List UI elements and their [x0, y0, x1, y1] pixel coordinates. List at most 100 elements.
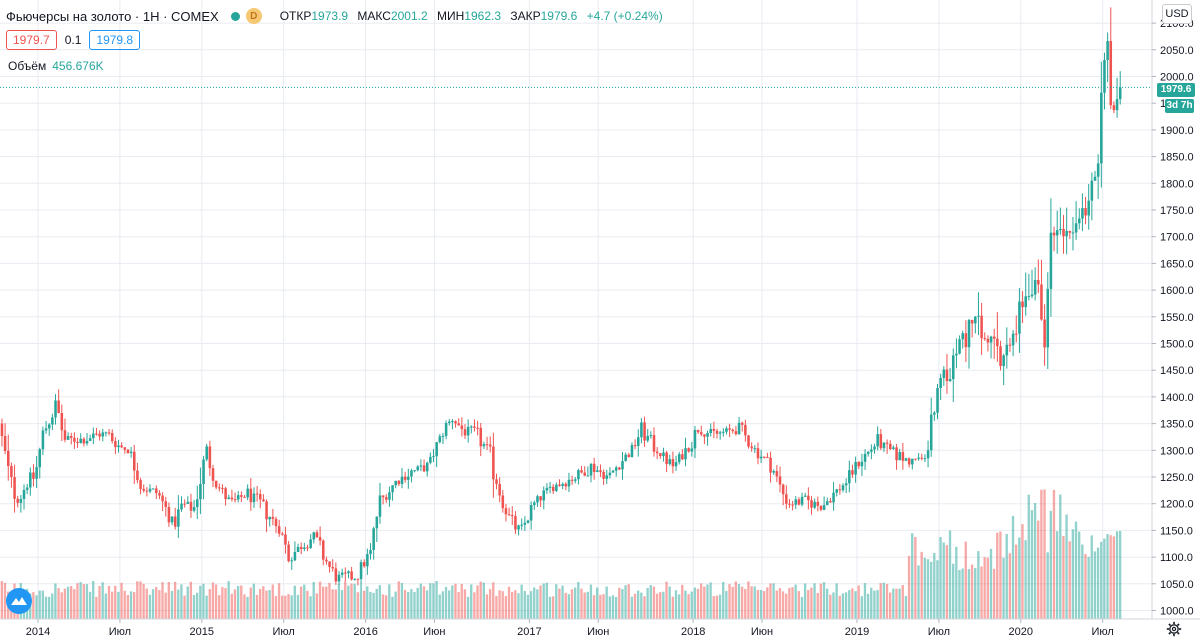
candle-body	[684, 448, 687, 460]
volume-bar	[139, 581, 142, 619]
candle-body	[901, 451, 905, 461]
volume-bar	[948, 530, 952, 619]
candle-body	[671, 459, 675, 467]
candle-body	[211, 468, 215, 481]
delayed-data-badge[interactable]: D	[245, 8, 262, 24]
candle-body	[488, 444, 492, 447]
sell-price-button[interactable]: 1979.7	[6, 30, 57, 50]
candle-body	[3, 436, 7, 451]
volume-bar	[142, 583, 145, 619]
volume-bar	[558, 588, 561, 619]
volume-bar	[674, 590, 678, 619]
volume-bar	[76, 583, 79, 619]
volume-bar	[898, 588, 901, 619]
candle-body	[167, 506, 171, 523]
volume-bar	[517, 593, 520, 619]
volume-bar	[479, 581, 482, 619]
candle-body	[803, 495, 807, 497]
open-value: 1973.9	[311, 9, 349, 23]
symbol-title[interactable]: Фьючерсы на золото · 1Н · COMEX	[6, 8, 219, 24]
volume-bar	[1118, 530, 1122, 619]
volume-bar	[388, 584, 391, 619]
candle-body	[161, 495, 164, 502]
volume-bar	[255, 594, 259, 619]
volume-bar	[737, 584, 741, 619]
volume-bar	[476, 585, 479, 619]
candle-body	[917, 457, 920, 459]
candle-body	[413, 470, 416, 472]
volume-bar	[432, 583, 435, 619]
candle-body	[1068, 231, 1072, 233]
candle-body	[986, 338, 990, 343]
volume-bar	[180, 584, 183, 619]
volume-bar	[627, 584, 630, 619]
volume-bar	[580, 588, 583, 619]
candle-body	[230, 497, 234, 500]
candle-body	[400, 476, 404, 485]
candle-body	[838, 489, 842, 491]
candle-body	[942, 369, 946, 378]
volume-bar	[715, 595, 719, 619]
volume-bar	[611, 595, 615, 619]
candle-body	[898, 451, 901, 461]
time-axis[interactable]: 2014 Июл 2015 Июл 2016 Июн 2017 Июн 2018 Июн 2019 И…	[26, 619, 1114, 638]
currency-button[interactable]: USD	[1162, 4, 1192, 24]
time-tick-label: 2018	[681, 626, 705, 638]
volume-bar	[473, 592, 476, 619]
volume-bar	[848, 590, 851, 619]
price-tick-label: 1350.0	[1160, 419, 1194, 431]
volume-bar	[876, 590, 879, 619]
price-tick-label: 1650.0	[1160, 258, 1194, 270]
candle-body	[337, 574, 341, 582]
volume-bar	[441, 591, 445, 619]
volume-bar	[967, 569, 971, 619]
candle-body	[955, 353, 958, 356]
candle-body	[533, 502, 536, 506]
volume-bar	[246, 596, 249, 619]
candle-body	[173, 516, 177, 527]
volume-bar	[668, 586, 671, 619]
volume-bar	[901, 585, 904, 619]
settings-gear-icon[interactable]	[1166, 621, 1182, 637]
candle-body	[57, 400, 60, 413]
candle-body	[1065, 231, 1068, 237]
volume-bar	[986, 557, 989, 619]
candle-body	[706, 433, 709, 437]
candle-body	[781, 484, 785, 495]
volume-bar	[457, 592, 460, 619]
candle-body	[517, 525, 520, 530]
volume-bar	[507, 586, 511, 619]
time-tick-label: Июл	[928, 626, 950, 638]
candle-body	[252, 493, 256, 503]
high-value: 2001.2	[390, 9, 428, 23]
candle-body	[10, 466, 13, 478]
candle-body	[816, 501, 820, 506]
candle-body	[725, 428, 728, 432]
price-tick-label: 1750.0	[1160, 205, 1194, 217]
volume-bar	[243, 594, 246, 619]
volume-bar	[32, 592, 35, 619]
candle-body	[731, 429, 735, 432]
volume-bar	[1014, 544, 1018, 619]
candle-body	[662, 452, 665, 457]
volume-bar	[318, 581, 322, 619]
candle-body	[155, 488, 158, 494]
volume-bar	[132, 591, 136, 619]
candle-body	[825, 501, 829, 506]
buy-price-button[interactable]: 1979.8	[89, 30, 141, 50]
candle-body	[344, 572, 347, 574]
candle-body	[851, 470, 854, 475]
candle-body	[1071, 232, 1075, 234]
candle-body	[536, 496, 539, 503]
volume-bar	[533, 587, 536, 619]
candle-body	[668, 459, 672, 465]
tradingview-logo-icon[interactable]	[6, 588, 32, 614]
candle-body	[545, 487, 549, 491]
volume-bar	[391, 596, 394, 619]
volume-bar	[1096, 547, 1100, 619]
price-axis[interactable]: 1000.0 1050.0 1100.0 1150.0 1200.0 1250.0 1300…	[1152, 18, 1194, 618]
volume-bar	[999, 531, 1002, 619]
candle-body	[1115, 99, 1119, 111]
candle-body	[1011, 333, 1015, 346]
